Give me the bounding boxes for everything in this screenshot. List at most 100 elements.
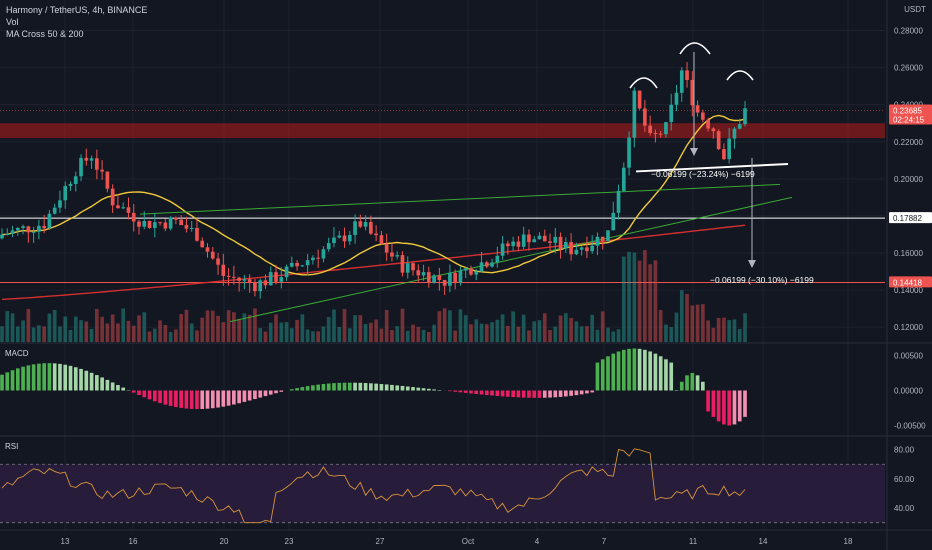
candle-body <box>405 263 410 273</box>
volume-bar <box>147 331 152 342</box>
macd-bar <box>384 384 389 391</box>
macd-bar <box>621 349 626 391</box>
macd-bar <box>21 366 25 391</box>
macd-bar <box>221 390 226 407</box>
candle-body <box>195 228 199 241</box>
candle-body <box>247 279 252 283</box>
volume-bar <box>363 324 368 342</box>
volume-bar <box>590 314 595 342</box>
candle-body <box>116 205 120 209</box>
candle-body <box>521 234 526 247</box>
macd-bar <box>469 390 473 394</box>
candle-body <box>342 235 347 242</box>
candle-body <box>321 249 326 259</box>
ma200-line <box>1 224 746 301</box>
candle-body <box>58 200 62 208</box>
volume-bar <box>442 308 447 342</box>
macd-bar <box>311 385 315 391</box>
volume-bar <box>174 329 178 342</box>
macd-bar <box>258 390 263 398</box>
macd-bar <box>152 390 157 402</box>
candle-body <box>569 241 573 255</box>
macd-bar <box>174 390 178 408</box>
volume-bar <box>579 326 584 342</box>
macd-bar <box>163 390 168 405</box>
candle-body <box>47 213 52 229</box>
volume-bar <box>42 326 46 342</box>
macd-bar <box>5 372 10 391</box>
macd-bar <box>279 390 284 392</box>
candle-body <box>511 241 515 247</box>
macd-bar <box>627 348 631 391</box>
macd-bar <box>722 390 726 425</box>
candle-body <box>479 262 484 272</box>
macd-bar <box>137 390 141 396</box>
candle-body <box>722 149 726 160</box>
macd-bar <box>727 390 732 426</box>
volume-bar <box>121 308 126 342</box>
currency-label: USDT <box>904 5 926 14</box>
candle-body <box>379 235 384 244</box>
macd-bar <box>548 390 552 398</box>
volume-bar <box>284 322 289 342</box>
macd-bar <box>321 383 326 391</box>
candle-body <box>147 220 152 228</box>
macd-bar <box>374 383 378 391</box>
volume-bar <box>437 311 442 342</box>
measurement-annotation: −0.06199 (−30.10%) −6199 <box>710 275 814 285</box>
macd-bar <box>363 383 368 391</box>
macd-bar <box>253 390 257 400</box>
volume-bar <box>643 250 647 342</box>
candle-body <box>495 255 500 263</box>
macd-bar <box>553 390 558 398</box>
volume-bar <box>400 308 405 342</box>
candle-body <box>426 272 431 283</box>
volume-bar <box>463 315 468 342</box>
volume-bar <box>484 324 489 342</box>
volume-bar <box>695 304 700 342</box>
macd-bar <box>732 390 737 425</box>
candle-body <box>490 262 494 267</box>
candle-body <box>10 230 15 234</box>
volume-bar <box>706 320 710 342</box>
macd-bar <box>390 384 394 391</box>
candle-body <box>137 221 141 227</box>
candle-body <box>679 70 684 93</box>
macd-bar <box>458 390 463 393</box>
volume-bar <box>685 293 689 342</box>
volume-bar <box>458 309 463 342</box>
candle-body <box>295 262 299 267</box>
volume-bar <box>332 309 336 342</box>
volume-bar <box>426 331 431 342</box>
candle-body <box>168 217 173 229</box>
candle-body <box>732 128 737 139</box>
macd-bar <box>564 390 568 397</box>
macd-bar <box>337 382 342 391</box>
volume-bar <box>116 323 120 342</box>
rsi-band <box>0 464 885 523</box>
candle-body <box>68 183 73 186</box>
macd-bar <box>643 349 647 391</box>
volume-bar <box>511 311 515 342</box>
macd-bar <box>105 379 110 391</box>
volume-bar <box>743 313 747 342</box>
macd-bar <box>353 382 357 391</box>
macd-bar <box>716 390 721 422</box>
volume-bar <box>574 321 579 342</box>
volume-bar <box>184 309 189 342</box>
rsi-tick-label: 60.00 <box>894 475 915 484</box>
measurement-annotation: −0.06199 (−23.24%) −6199 <box>651 169 755 179</box>
volume-bar <box>585 326 589 342</box>
macd-bar <box>63 364 68 391</box>
candle-body <box>685 70 689 80</box>
volume-bar <box>732 319 737 342</box>
macd-bar <box>263 390 268 397</box>
macd-bar <box>89 372 94 391</box>
candle-body <box>374 233 378 236</box>
volume-bar <box>52 309 57 342</box>
upper-trendline <box>139 183 781 215</box>
candle-body <box>527 234 531 243</box>
macd-bar <box>606 356 610 391</box>
candle-body <box>564 241 568 249</box>
